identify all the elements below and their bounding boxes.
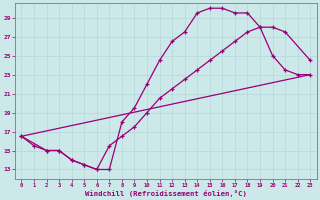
X-axis label: Windchill (Refroidissement éolien,°C): Windchill (Refroidissement éolien,°C): [85, 190, 247, 197]
